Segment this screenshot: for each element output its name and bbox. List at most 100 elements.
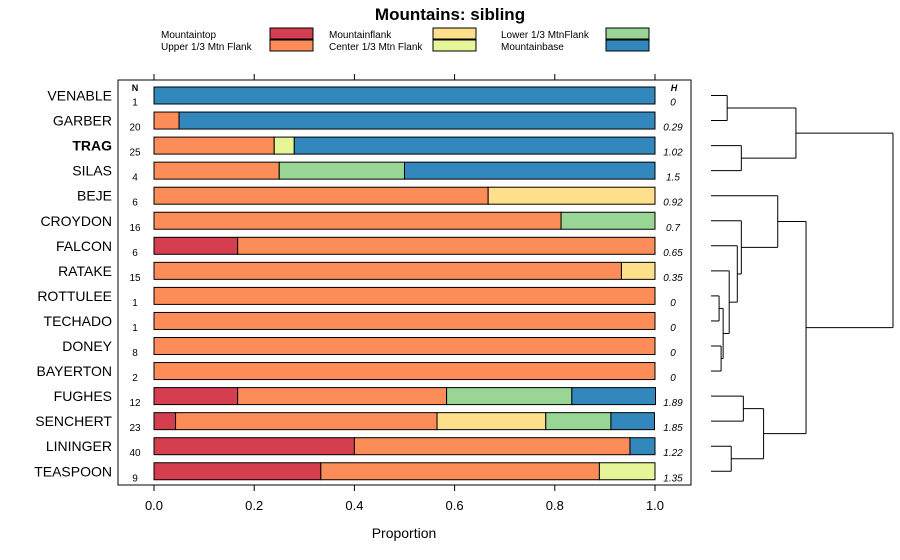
- x-axis-label: Proportion: [372, 525, 437, 541]
- legend-swatch-center-1-3-mtn-flank: [432, 39, 477, 52]
- legend-label-lower-1-3-mtnflank: Lower 1/3 MtnFlank: [501, 30, 590, 41]
- n-column-header: N: [132, 83, 139, 93]
- legend-label-upper-1-3-mtn-flank: Upper 1/3 Mtn Flank: [161, 42, 253, 53]
- legend-swatch-mountaintop: [269, 27, 314, 40]
- row-label-techado: TECHADO: [44, 313, 113, 329]
- row-label-garber: GARBER: [53, 113, 112, 129]
- x-tick-label-1: 0.2: [245, 498, 263, 513]
- h-column-header: H: [671, 83, 678, 93]
- x-tick-label-5: 1.0: [646, 498, 664, 513]
- bar-bayerton-upper-1-3-mtn-flank: [153, 362, 656, 381]
- bar-ratake-mountainflank: [620, 261, 656, 280]
- x-tick-label-3: 0.6: [446, 498, 464, 513]
- bar-falcon-mountaintop: [153, 236, 239, 255]
- x-axis: 0.0 0.2 0.4 0.6 0.8 1.0: [145, 74, 664, 513]
- bar-teaspoon-upper-1-3-mtn-flank: [320, 462, 600, 481]
- bar-doney-upper-1-3-mtn-flank: [153, 337, 656, 355]
- n-label-lininger: 40: [129, 448, 141, 459]
- n-label-teaspoon: 9: [132, 473, 138, 484]
- bar-senchert-mountainflank: [436, 412, 547, 431]
- h-label-senchert: 1.85: [663, 423, 683, 434]
- legend-swatch-upper-1-3-mtn-flank: [269, 39, 314, 52]
- x-tick-label-4: 0.8: [546, 498, 564, 513]
- bar-ratake-upper-1-3-mtn-flank: [153, 261, 622, 280]
- bar-teaspoon-center-1-3-mtn-flank: [598, 462, 656, 481]
- bar-fughes-upper-1-3-mtn-flank: [237, 387, 448, 406]
- n-label-rottulee: 1: [132, 298, 138, 309]
- bar-lininger-mountaintop: [153, 437, 355, 456]
- bar-senchert-lower-1-3-mtnflank: [545, 412, 612, 431]
- bar-techado-upper-1-3-mtn-flank: [153, 311, 656, 330]
- h-label-lininger: 1.22: [663, 448, 683, 459]
- h-label-garber: 0.29: [663, 123, 683, 134]
- bar-beje-upper-1-3-mtn-flank: [153, 186, 489, 205]
- n-label-techado: 1: [132, 323, 138, 334]
- bar-rottulee-upper-1-3-mtn-flank: [153, 286, 656, 305]
- bar-venable-mountainbase: [153, 86, 656, 105]
- legend-label-mountainbase: Mountainbase: [501, 42, 564, 53]
- h-label-falcon: 0.65: [663, 248, 683, 259]
- bar-croydon-lower-1-3-mtnflank: [560, 211, 656, 230]
- legend-swatch-lower-1-3-mtnflank: [605, 27, 650, 40]
- h-label-bayerton: 0: [670, 373, 676, 384]
- n-label-falcon: 6: [132, 248, 138, 259]
- n-label-silas: 4: [132, 173, 138, 184]
- h-label-rottulee: 0: [670, 298, 676, 309]
- row-label-senchert: SENCHERT: [35, 413, 112, 429]
- bar-lininger-upper-1-3-mtn-flank: [353, 437, 631, 456]
- plot-panel: [117, 79, 692, 486]
- row-label-fughes: FUGHES: [54, 388, 112, 404]
- n-label-garber: 20: [129, 123, 141, 134]
- x-tick-label-0: 0.0: [145, 498, 163, 513]
- bar-silas-mountainbase: [404, 161, 656, 180]
- n-label-bayerton: 2: [132, 373, 138, 384]
- n-labels: 1 20 25 4 6 16 6 15 1 1 8 2 12 23 40 9: [129, 98, 141, 485]
- bar-silas-upper-1-3-mtn-flank: [153, 161, 280, 180]
- row-label-bayerton: BAYERTON: [37, 363, 112, 379]
- bar-beje-mountainflank: [487, 186, 656, 205]
- legend-label-mountainflank: Mountainflank: [329, 30, 392, 41]
- row-label-rottulee: ROTTULEE: [37, 288, 112, 304]
- bar-senchert-mountainbase: [610, 412, 655, 431]
- h-label-doney: 0: [670, 348, 676, 359]
- row-label-doney: DONEY: [62, 338, 112, 354]
- bar-lininger-mountainbase: [629, 437, 656, 456]
- h-label-teaspoon: 1.35: [663, 473, 683, 484]
- row-label-teaspoon: TEASPOON: [34, 463, 112, 479]
- row-label-lininger: LININGER: [46, 438, 112, 454]
- row-label-ratake: RATAKE: [58, 263, 112, 279]
- n-label-venable: 1: [132, 98, 138, 109]
- h-label-beje: 0.92: [663, 198, 683, 209]
- row-label-silas: SILAS: [72, 163, 112, 179]
- legend-label-center-1-3-mtn-flank: Center 1/3 Mtn Flank: [329, 42, 423, 53]
- bar-trag-upper-1-3-mtn-flank: [153, 136, 275, 155]
- row-label-venable: VENABLE: [47, 88, 112, 104]
- row-label-falcon: FALCON: [56, 238, 112, 254]
- h-label-venable: 0: [670, 98, 676, 109]
- bar-garber-upper-1-3-mtn-flank: [153, 111, 180, 130]
- h-label-techado: 0: [670, 323, 676, 334]
- h-label-trag: 1.02: [663, 148, 683, 159]
- h-labels: 0 0.29 1.02 1.5 0.92 0.7 0.65 0.35 0 0 0 0 1.89 1.85 1…: [663, 98, 683, 485]
- n-label-senchert: 23: [129, 423, 141, 434]
- bar-trag-mountainbase: [293, 136, 656, 155]
- row-labels: VENABLE GARBER TRAG SILAS BEJE CROYDON FALCON R…: [34, 88, 112, 480]
- h-label-fughes: 1.89: [663, 398, 683, 409]
- h-label-croydon: 0.7: [666, 223, 680, 234]
- n-label-beje: 6: [132, 198, 138, 209]
- bar-senchert-mountaintop: [153, 412, 177, 431]
- dendrogram: [711, 95, 894, 472]
- n-label-doney: 8: [132, 348, 138, 359]
- n-label-ratake: 15: [129, 273, 141, 284]
- bar-garber-mountainbase: [178, 111, 656, 130]
- chart-title: Mountains: sibling: [375, 5, 525, 24]
- bar-fughes-lower-1-3-mtnflank: [446, 387, 573, 406]
- bar-group: [153, 86, 657, 481]
- bar-fughes-mountaintop: [153, 387, 239, 406]
- h-label-silas: 1.5: [666, 173, 680, 184]
- row-label-beje: BEJE: [77, 188, 112, 204]
- legend-label-mountaintop: Mountaintop: [161, 30, 216, 41]
- legend-swatch-mountainbase: [605, 39, 650, 52]
